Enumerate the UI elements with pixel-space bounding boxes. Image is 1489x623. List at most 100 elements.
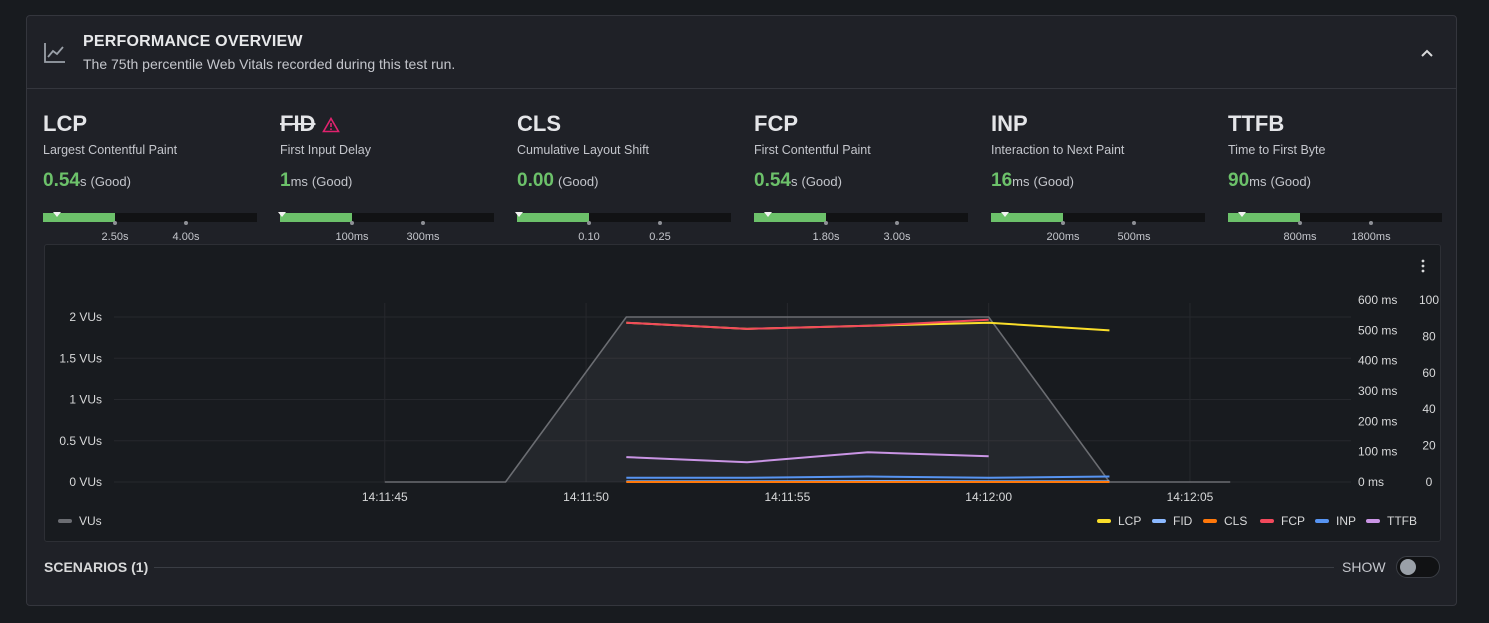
metric-abbr: TTFB [1228,111,1285,136]
show-scenarios-toggle[interactable] [1396,556,1440,578]
vitals-chart: 14:11:45 14:11:50 14:11:55 14:12:00 14:12:05… [44,244,1441,542]
y-right-score-tick-label: 20 [1422,439,1436,453]
metric-full-name: Cumulative Layout Shift [517,143,650,157]
y-left-tick-label: 0 VUs [69,475,102,489]
panel-subtitle: The 75th percentile Web Vitals recorded … [83,56,456,72]
metric-abbr: CLS [517,111,561,136]
threshold-dot [421,221,425,225]
legend-swatch-inp [1315,519,1329,523]
legend-label-cls: CLS [1224,514,1247,528]
threshold-dot [1132,221,1136,225]
divider [154,567,1334,568]
metric-unit: ms [1249,174,1267,189]
legend-label-lcp: LCP [1118,514,1141,528]
metric-value-marker [278,212,286,217]
y-right-ms-tick-label: 500 ms [1358,323,1397,337]
panel-header: PERFORMANCE OVERVIEW The 75th percentile… [27,16,1456,89]
panel-title: PERFORMANCE OVERVIEW [83,33,303,50]
metric-abbr: INP [991,111,1028,136]
line-chart-icon [44,43,65,63]
threshold-label-good: 200ms [1046,231,1080,243]
legend-swatch-fid [1152,519,1166,523]
metric-ttfb: TTFB Time to First Byte 90ms (Good) 800ms… [1228,111,1442,243]
threshold-label-poor: 300ms [406,231,440,243]
chevron-up-icon[interactable] [1416,42,1438,64]
legend-label-fid: FID [1173,514,1193,528]
legend-label-inp: INP [1336,514,1356,528]
metric-value-marker [53,212,61,217]
metric-cls: CLS Cumulative Layout Shift 0.00 (Good) 0… [515,111,731,243]
x-tick-label: 14:12:05 [1167,490,1214,504]
threshold-dot [1061,221,1065,225]
metric-fid: FID First Input Delay 1ms (Good) 100ms 30… [278,111,494,243]
y-right-ms-tick-label: 100 ms [1358,445,1397,459]
threshold-dot [113,221,117,225]
metric-range-fill [754,213,826,222]
threshold-label-good: 2.50s [101,231,129,243]
metric-range-bar [43,212,257,225]
metric-value: 90 [1228,170,1250,191]
y-left-tick-label: 0.5 VUs [59,434,102,448]
metric-full-name: First Contentful Paint [754,143,871,157]
metric-range-fill [991,213,1063,222]
threshold-label-good: 800ms [1283,231,1317,243]
metric-unit: s [790,174,798,189]
metric-range-fill [517,213,589,222]
metric-value-marker [1001,212,1009,217]
metric-unit: ms [1012,174,1030,189]
metric-value: 16 [991,170,1013,191]
legend-label-ttfb: TTFB [1387,514,1417,528]
threshold-dot [824,221,828,225]
metric-value-row: 0.54s (Good) [43,170,131,192]
metric-inp: INP Interaction to Next Paint 16ms (Good)… [991,111,1205,243]
metric-unit: s [79,174,87,189]
metric-status: (Good) [1033,174,1074,189]
threshold-label-good: 100ms [335,231,369,243]
metric-value: 0.54 [754,170,791,191]
metric-status: (Good) [801,174,842,189]
metric-lcp: LCP Largest Contentful Paint 0.54s (Good)… [43,111,257,243]
x-tick-label: 14:11:50 [563,490,609,504]
metric-abbr: FCP [754,111,798,136]
metric-status: (Good) [311,174,353,189]
metric-status: (Good) [90,174,131,189]
y-right-ms-tick-label: 300 ms [1358,384,1397,398]
y-right-ms-tick-label: 200 ms [1358,414,1397,428]
threshold-dot [1298,221,1302,225]
threshold-dot [184,221,188,225]
legend-label-vus: VUs [79,514,102,528]
y-right-score-tick-label: 100 [1419,293,1439,307]
show-label: SHOW [1342,559,1386,575]
y-left-tick-label: 1 VUs [69,393,102,407]
vus-line [384,316,1231,483]
y-left-tick-label: 2 VUs [69,310,102,324]
threshold-label-poor: 0.25 [649,231,671,243]
threshold-label-poor: 4.00s [172,231,200,243]
metric-range-fill [43,213,115,222]
metric-range-bar [1228,212,1442,225]
metric-abbr: LCP [43,111,87,136]
y-right-score-tick-label: 40 [1422,402,1436,416]
x-tick-label: 14:11:45 [362,490,408,504]
metric-value-marker [515,212,523,217]
metric-value-marker [764,212,772,217]
kebab-menu-icon[interactable] [1416,257,1430,275]
metric-value-row: 0.00 (Good) [517,170,598,192]
metric-full-name: Interaction to Next Paint [991,143,1125,157]
metric-abbr: FID [280,111,316,136]
metric-value: 0.00 [517,170,554,191]
threshold-dot [658,221,662,225]
chart-plot[interactable]: 14:11:45 14:11:50 14:11:55 14:12:00 14:12:05… [45,245,1440,541]
toggle-knob [1400,559,1416,575]
metric-range-bar [278,212,494,225]
metric-range-bar [754,212,968,225]
y-right-ms-tick-label: 600 ms [1358,293,1397,307]
metric-range-fill [280,213,352,222]
x-tick-label: 14:12:00 [965,490,1012,504]
performance-overview-panel: PERFORMANCE OVERVIEW The 75th percentile… [26,15,1457,606]
scenarios-label: SCENARIOS (1) [44,559,149,575]
warning-triangle-icon[interactable] [322,117,340,133]
metric-full-name: Time to First Byte [1228,143,1326,157]
threshold-dot [895,221,899,225]
threshold-label-poor: 3.00s [883,231,911,243]
